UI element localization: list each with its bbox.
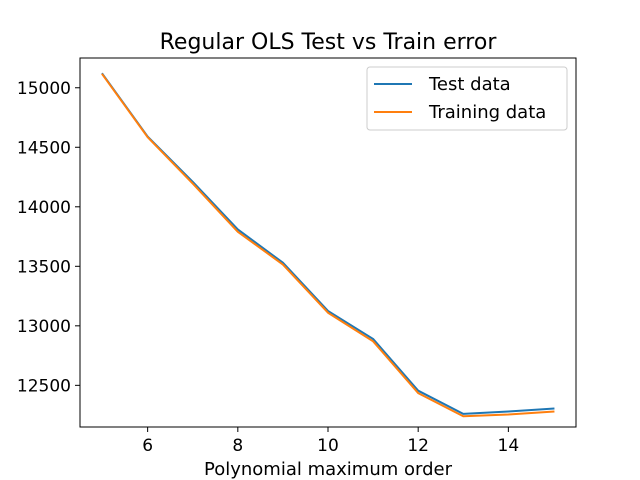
y-tick-label: 13500	[17, 257, 71, 277]
y-tick-label: 15000	[17, 79, 71, 99]
y-tick-label: 14000	[17, 198, 71, 218]
x-tick-label: 6	[142, 436, 153, 456]
x-tick-label: 8	[232, 436, 243, 456]
x-tick-label: 10	[317, 436, 339, 456]
x-tick-label: 14	[498, 436, 520, 456]
y-tick-label: 13000	[17, 317, 71, 337]
legend-label: Training data	[428, 102, 546, 123]
chart-title: Regular OLS Test vs Train error	[160, 30, 498, 55]
x-axis-label: Polynomial maximum order	[204, 459, 453, 480]
series-line-training-data	[101, 73, 555, 418]
y-tick-label: 12500	[17, 376, 71, 396]
y-tick-label: 14500	[17, 138, 71, 158]
x-tick-label: 12	[407, 436, 429, 456]
legend-label: Test data	[428, 74, 511, 95]
legend-box	[366, 66, 568, 131]
plot-area: 6 8 10 12 14 12500 13000 13500 14000 14500 15000 Te…	[17, 57, 577, 456]
